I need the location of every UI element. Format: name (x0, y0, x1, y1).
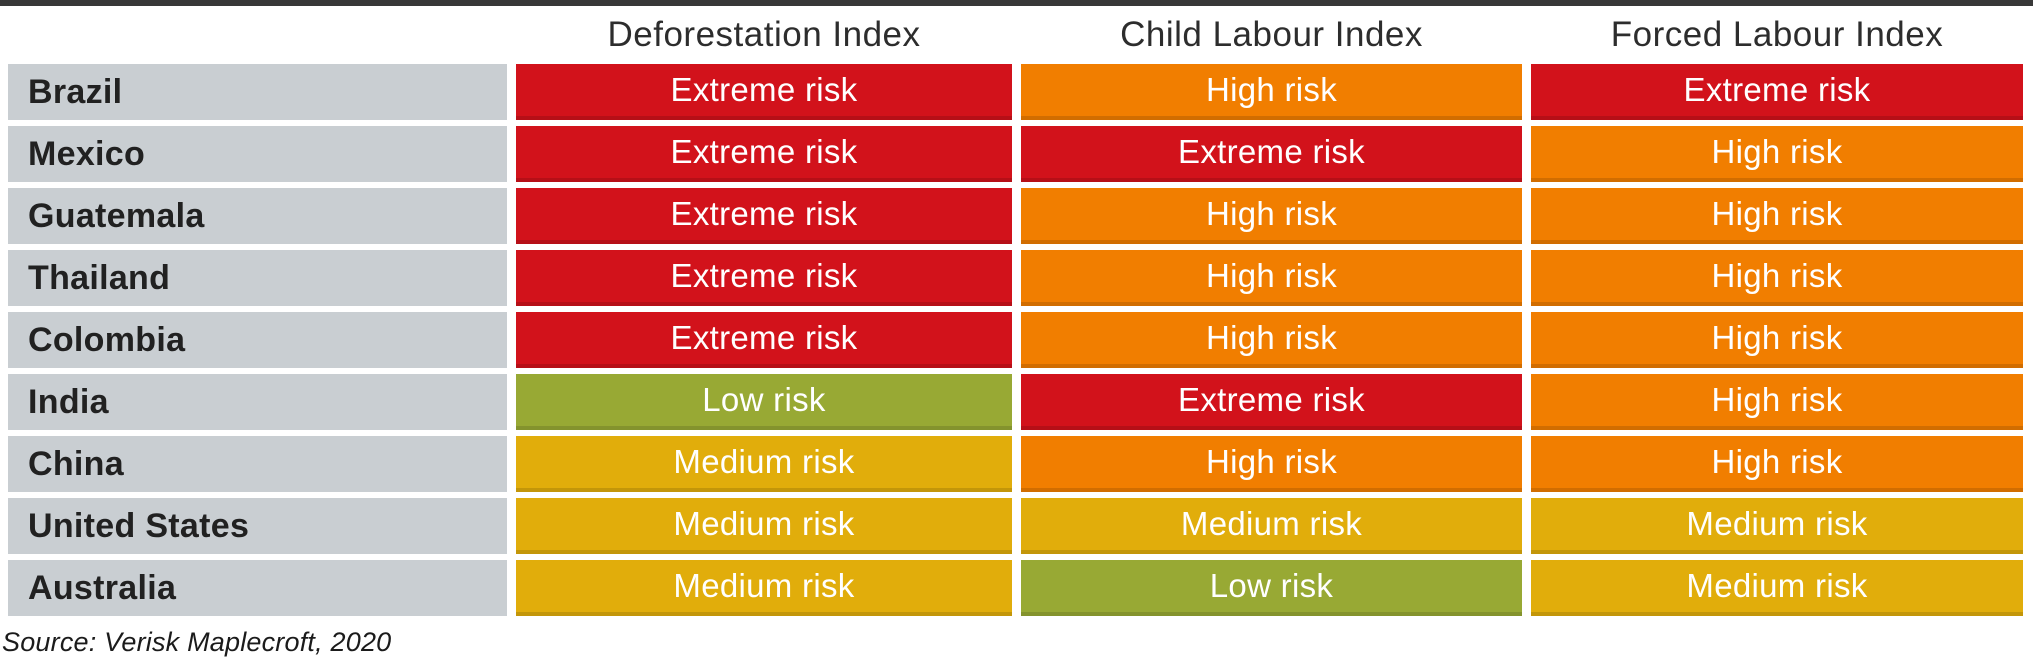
risk-cell: High risk (1021, 64, 1522, 120)
risk-table-body: Brazil Extreme risk High risk Extreme ri… (0, 64, 2023, 616)
risk-cell: Medium risk (516, 498, 1012, 554)
risk-cell: Low risk (1021, 560, 1522, 616)
column-header-row: Deforestation Index Child Labour Index F… (0, 6, 2023, 64)
table-row-united-states: United States Medium risk Medium risk Me… (0, 498, 2023, 554)
risk-cell: High risk (1531, 374, 2023, 430)
country-label: Mexico (8, 126, 507, 182)
table-row-mexico: Mexico Extreme risk Extreme risk High ri… (0, 126, 2023, 182)
country-label: Colombia (8, 312, 507, 368)
risk-cell: Extreme risk (516, 64, 1012, 120)
source-attribution: Source: Verisk Maplecroft, 2020 (2, 627, 392, 657)
risk-cell: Medium risk (1531, 498, 2023, 554)
risk-cell: High risk (1021, 250, 1522, 306)
country-label: Australia (8, 560, 507, 616)
column-header-child-labour: Child Labour Index (1120, 15, 1423, 54)
table-row-australia: Australia Medium risk Low risk Medium ri… (0, 560, 2023, 616)
risk-cell: Medium risk (1021, 498, 1522, 554)
risk-cell: High risk (1531, 188, 2023, 244)
risk-cell: Extreme risk (1021, 126, 1522, 182)
table-row-colombia: Colombia Extreme risk High risk High ris… (0, 312, 2023, 368)
country-label: Guatemala (8, 188, 507, 244)
risk-cell: High risk (1021, 436, 1522, 492)
risk-cell: Medium risk (1531, 560, 2023, 616)
column-header-deforestation: Deforestation Index (607, 15, 921, 54)
risk-cell: High risk (1531, 436, 2023, 492)
risk-cell: High risk (1531, 312, 2023, 368)
risk-cell: Low risk (516, 374, 1012, 430)
risk-cell: Medium risk (516, 436, 1012, 492)
risk-cell: Extreme risk (516, 188, 1012, 244)
table-row-china: China Medium risk High risk High risk (0, 436, 2023, 492)
table-row-guatemala: Guatemala Extreme risk High risk High ri… (0, 188, 2023, 244)
table-row-india: India Low risk Extreme risk High risk (0, 374, 2023, 430)
top-border-rule (0, 0, 2033, 6)
column-header-forced-labour: Forced Labour Index (1610, 15, 1944, 54)
risk-cell: High risk (1021, 188, 1522, 244)
country-label: Brazil (8, 64, 507, 120)
risk-cell: High risk (1531, 250, 2023, 306)
country-label: Thailand (8, 250, 507, 306)
table-row-thailand: Thailand Extreme risk High risk High ris… (0, 250, 2023, 306)
risk-cell: High risk (1021, 312, 1522, 368)
risk-cell: Extreme risk (1021, 374, 1522, 430)
risk-cell: Medium risk (516, 560, 1012, 616)
risk-cell: Extreme risk (1531, 64, 2023, 120)
risk-cell: Extreme risk (516, 312, 1012, 368)
risk-cell: Extreme risk (516, 126, 1012, 182)
risk-cell: High risk (1531, 126, 2023, 182)
country-label: China (8, 436, 507, 492)
country-label: United States (8, 498, 507, 554)
table-row-brazil: Brazil Extreme risk High risk Extreme ri… (0, 64, 2023, 120)
country-label: India (8, 374, 507, 430)
risk-cell: Extreme risk (516, 250, 1012, 306)
